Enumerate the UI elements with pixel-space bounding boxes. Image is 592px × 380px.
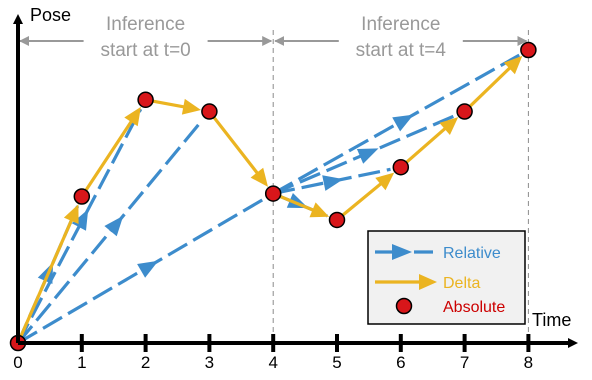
delta-arrow <box>279 194 316 213</box>
delta-arrow <box>84 118 134 192</box>
legend-relative-arrow-head <box>392 244 412 260</box>
delta-arrow-head <box>439 117 459 135</box>
annotation-label-line1: Inference <box>361 14 440 35</box>
legend-delta-arrow-head <box>419 274 437 290</box>
relative-arrow-head <box>356 148 379 164</box>
relative-arrow <box>17 197 265 345</box>
absolute-point <box>392 158 410 176</box>
delta-arrow <box>152 99 187 109</box>
absolute-point <box>137 91 154 109</box>
delta-arrow <box>405 125 448 164</box>
relative-arrow <box>272 53 521 195</box>
absolute-point <box>264 185 282 202</box>
x-tick-label: 6 <box>396 353 405 372</box>
delta-arrow-head <box>124 106 141 127</box>
delta-arrow <box>468 65 513 108</box>
absolute-point <box>201 103 218 120</box>
legend-absolute-marker <box>395 297 413 315</box>
legend-label: Relative <box>443 245 501 262</box>
x-tick-label: 8 <box>524 353 533 372</box>
delta-arrow-head <box>250 167 268 187</box>
absolute-point <box>328 211 346 229</box>
legend-label: Delta <box>443 275 480 292</box>
absolute-point <box>456 103 473 120</box>
x-tick-label: 0 <box>13 353 22 372</box>
legend-items: Relative Delta Absolute <box>375 244 505 316</box>
delta-arrow-head <box>63 204 79 224</box>
axes: Pose Time <box>13 5 578 348</box>
annotation-layer: Inference start at t=0 Inference start at t… <box>19 14 528 61</box>
annotation-label-line1: Inference <box>106 14 185 35</box>
absolute-point <box>520 41 537 59</box>
absolute-point-layer <box>9 41 537 352</box>
delta-arrow-head <box>503 55 523 75</box>
delta-arrow <box>212 116 261 177</box>
annotation-label-line2: start at t=4 <box>356 40 447 61</box>
relative-arrow <box>16 118 204 345</box>
delta-arrow-layer <box>19 55 523 337</box>
legend-label: Absolute <box>443 299 505 316</box>
relative-arrow-head <box>322 175 344 191</box>
relative-arrow-head <box>104 215 124 237</box>
x-tick-layer: 0 1 2 3 4 5 6 7 8 <box>13 334 533 372</box>
relative-arrow-head <box>392 114 414 132</box>
annotation-label-line2: start at t=0 <box>100 40 190 61</box>
absolute-point <box>73 188 91 205</box>
x-axis-label: Time <box>532 310 571 330</box>
delta-arrow <box>19 217 74 337</box>
delta-arrow-head <box>309 202 330 218</box>
x-tick-label: 2 <box>141 353 150 372</box>
x-tick-label: 1 <box>77 353 86 372</box>
legend: Relative Delta Absolute <box>367 230 526 325</box>
y-axis-label: Pose <box>30 5 71 25</box>
delta-arrow-head <box>181 98 201 115</box>
delta-arrow-head <box>375 172 395 191</box>
relative-arrow-head <box>71 209 89 231</box>
relative-arrow-head <box>137 260 159 278</box>
x-tick-label: 4 <box>268 353 277 372</box>
x-tick-label: 3 <box>205 353 214 372</box>
delta-arrow <box>341 180 384 217</box>
x-tick-label: 7 <box>460 353 469 372</box>
x-tick-label: 5 <box>332 353 341 372</box>
